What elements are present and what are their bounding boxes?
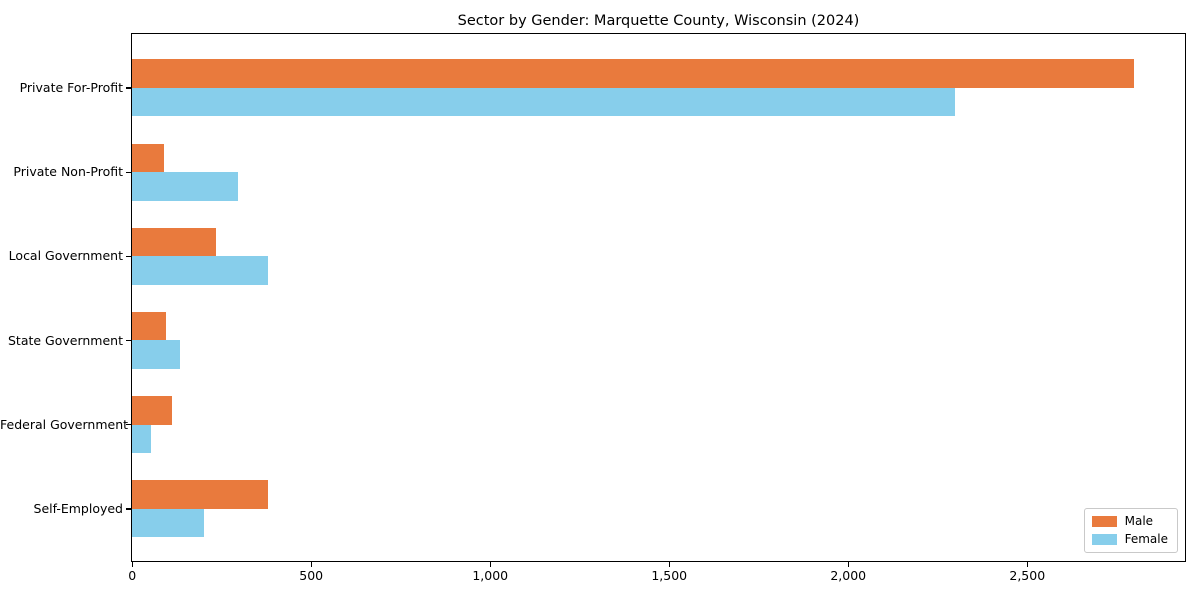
y-tick-label-self-employed: Self-Employed <box>33 501 123 516</box>
bar-male-local-government <box>132 227 217 257</box>
x-tick-2-500 <box>1026 562 1028 567</box>
legend-entry-female: Female <box>1091 532 1168 546</box>
bar-female-private-non-profit <box>132 172 238 201</box>
bar-female-private-for-profit <box>132 87 956 117</box>
y-tick-label-federal-government: Federal Government <box>0 416 129 432</box>
y-tick-label-private-for-profit: Private For-Profit <box>19 80 123 95</box>
y-tick-federal-government <box>126 424 131 426</box>
plot-area: Male Female <box>131 33 1186 562</box>
legend-label-male: Male <box>1124 514 1154 528</box>
x-tick-label-2-000: 2,000 <box>830 568 867 583</box>
y-tick-state-government <box>126 340 131 342</box>
x-tick-2-000 <box>847 562 849 567</box>
x-tick-label-1-500: 1,500 <box>651 568 688 583</box>
x-tick-label-2-500: 2,500 <box>1009 568 1046 583</box>
bar-female-federal-government <box>132 424 152 454</box>
legend-entry-male: Male <box>1091 514 1168 528</box>
bar-male-private-for-profit <box>132 59 1135 88</box>
x-tick-1-000 <box>489 562 491 567</box>
bar-male-state-government <box>132 311 166 341</box>
x-tick-label-1-000: 1,000 <box>472 568 509 583</box>
bar-female-self-employed <box>132 508 204 538</box>
bar-male-private-non-profit <box>132 143 165 172</box>
y-tick-label-local-government: Local Government <box>8 248 123 264</box>
legend-swatch-male <box>1091 516 1117 527</box>
x-tick-1-500 <box>668 562 670 567</box>
bar-female-local-government <box>132 256 268 285</box>
x-tick-label-0: 0 <box>128 568 137 583</box>
y-tick-label-private-non-profit: Private Non-Profit <box>13 164 123 180</box>
y-tick-private-non-profit <box>126 171 131 173</box>
chart-title: Sector by Gender: Marquette County, Wisc… <box>457 13 860 29</box>
y-tick-self-employed <box>126 508 131 510</box>
y-tick-private-for-profit <box>126 87 131 89</box>
bar-male-self-employed <box>132 480 269 509</box>
x-tick-label-500: 500 <box>299 568 324 583</box>
bar-male-federal-government <box>132 396 172 425</box>
legend-label-female: Female <box>1124 532 1168 546</box>
legend: Male Female <box>1083 508 1178 553</box>
legend-swatch-female <box>1091 534 1117 545</box>
x-tick-0 <box>131 562 133 567</box>
bar-female-state-government <box>132 340 180 369</box>
y-tick-local-government <box>126 255 131 257</box>
y-tick-label-state-government: State Government <box>7 332 123 348</box>
x-tick-500 <box>310 562 312 567</box>
